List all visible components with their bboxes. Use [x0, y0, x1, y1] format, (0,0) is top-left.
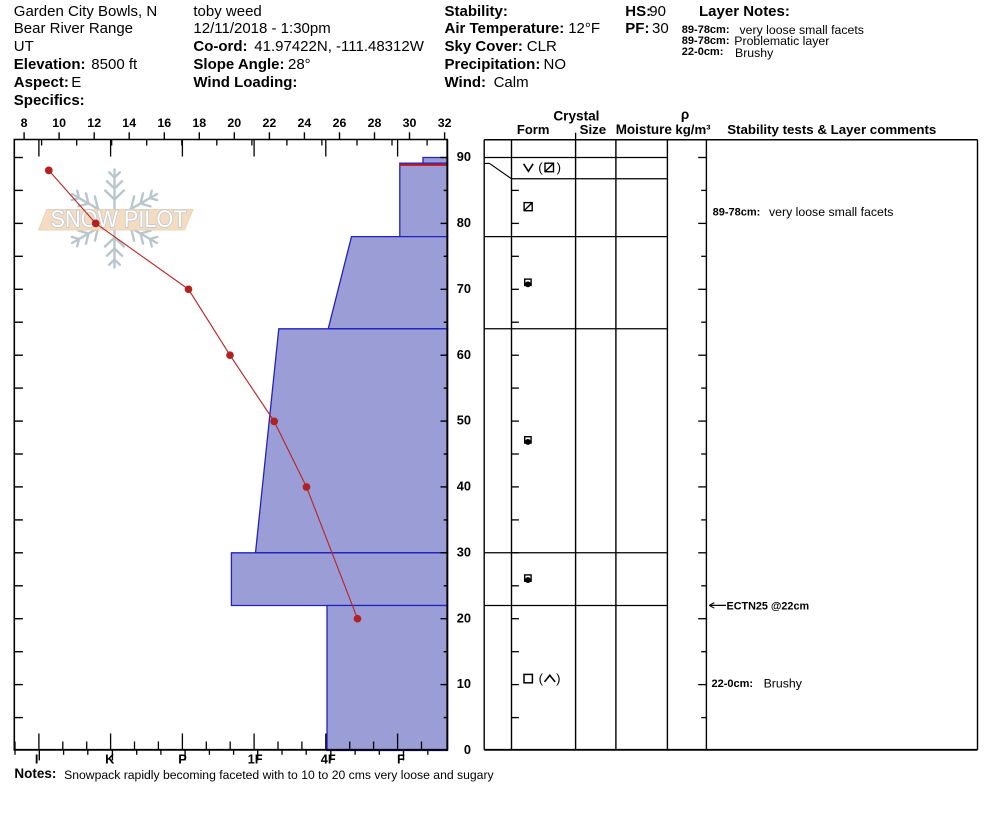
svg-text:90: 90 — [457, 149, 471, 164]
svg-text:): ) — [556, 671, 560, 686]
svg-text:1F: 1F — [248, 752, 263, 767]
svg-text:): ) — [557, 160, 561, 175]
svg-text:very loose small facets: very loose small facets — [769, 205, 893, 219]
svg-text:30: 30 — [403, 116, 417, 130]
svg-text:12: 12 — [87, 116, 101, 130]
svg-text:70: 70 — [457, 281, 471, 296]
svg-text:P: P — [178, 752, 187, 767]
svg-text:10: 10 — [457, 676, 471, 691]
svg-text:Form: Form — [517, 122, 550, 137]
svg-text:60: 60 — [457, 347, 471, 362]
svg-text:16: 16 — [157, 116, 171, 130]
svg-text:4F: 4F — [321, 752, 336, 767]
svg-text:10: 10 — [52, 116, 66, 130]
svg-text:Moisture: Moisture — [616, 122, 673, 137]
svg-text:40: 40 — [457, 479, 471, 494]
svg-text:Size: Size — [580, 122, 607, 137]
svg-text:32: 32 — [438, 116, 452, 130]
svg-text:22-0cm:: 22-0cm: — [712, 678, 754, 690]
svg-text:26: 26 — [333, 116, 347, 130]
svg-text:80: 80 — [457, 215, 471, 230]
svg-text:50: 50 — [457, 413, 471, 428]
svg-text:kg/m³: kg/m³ — [675, 122, 711, 137]
svg-text:0: 0 — [464, 742, 471, 757]
svg-text:Crystal: Crystal — [553, 108, 599, 123]
svg-text:I: I — [35, 752, 39, 767]
svg-text:ρ: ρ — [681, 107, 689, 122]
svg-text:(: ( — [539, 671, 544, 686]
svg-text:18: 18 — [192, 116, 206, 130]
svg-text:14: 14 — [122, 116, 136, 130]
svg-text:20: 20 — [457, 610, 471, 625]
svg-text:28: 28 — [368, 116, 382, 130]
svg-text:(: ( — [538, 160, 543, 175]
svg-text:30: 30 — [457, 544, 471, 559]
svg-text:24: 24 — [298, 116, 312, 130]
svg-text:K: K — [105, 752, 115, 767]
svg-text:20: 20 — [227, 116, 241, 130]
svg-text:8: 8 — [21, 116, 28, 130]
svg-text:ECTN25 @22cm: ECTN25 @22cm — [727, 600, 810, 612]
svg-text:Brushy: Brushy — [764, 676, 803, 690]
svg-text:SNOW PILOT: SNOW PILOT — [51, 206, 187, 233]
svg-text:Stability tests & Layer commen: Stability tests & Layer comments — [727, 122, 936, 137]
svg-text:89-78cm:: 89-78cm: — [713, 207, 761, 219]
svg-text:F: F — [397, 752, 405, 767]
svg-text:22: 22 — [263, 116, 277, 130]
